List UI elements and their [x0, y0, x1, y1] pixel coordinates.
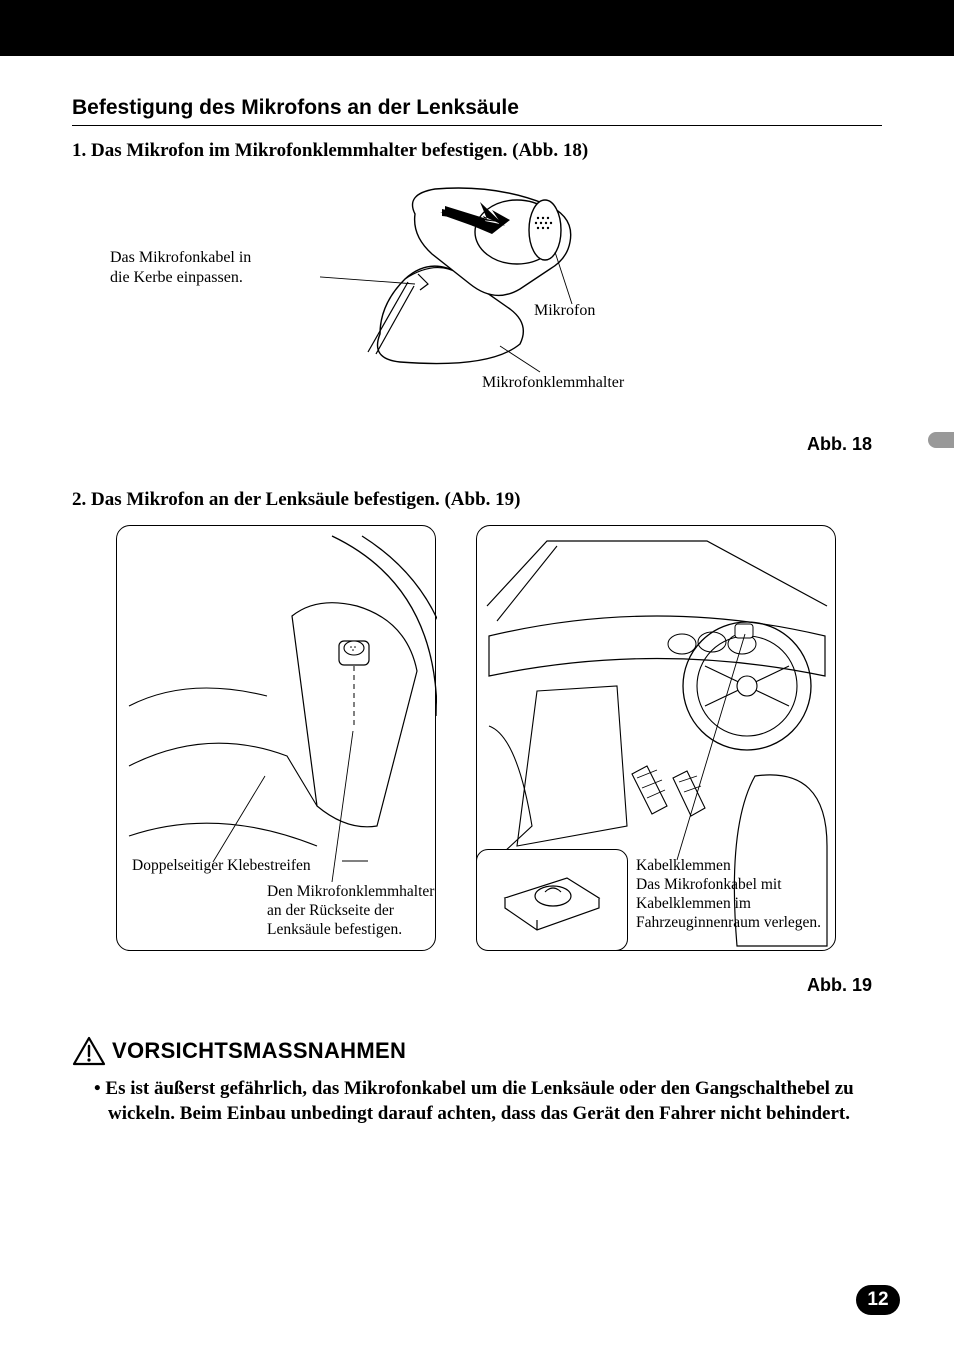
section-title: Befestigung des Mikrofons an der Lenksäu… [72, 96, 882, 126]
content-area: Befestigung des Mikrofons an der Lenksäu… [0, 56, 954, 1126]
warning-heading: VORSICHTSMASSNAHMEN [72, 1036, 882, 1066]
step-1: 1. Das Mikrofon im Mikrofonklemmhalter b… [72, 140, 882, 162]
fig18-caption: Abb. 18 [72, 434, 872, 455]
fig19-leaders [116, 525, 836, 951]
warning-icon [72, 1036, 106, 1066]
fig18-label-cable: Das Mikrofonkabel in die Kerbe einpassen… [110, 248, 251, 288]
header-black-bar [0, 0, 954, 56]
page: Befestigung des Mikrofons an der Lenksäu… [0, 0, 954, 1355]
warning-title: VORSICHTSMASSNAHMEN [112, 1038, 406, 1064]
side-tab [928, 432, 954, 448]
fig19-caption: Abb. 19 [72, 975, 872, 996]
step-2: 2. Das Mikrofon an der Lenksäule befesti… [72, 489, 882, 511]
fig18-illustration [320, 174, 610, 374]
fig18-label-microphone: Mikrofon [534, 302, 595, 320]
warning-body: • Es ist äußerst gefährlich, das Mikrofo… [72, 1076, 882, 1126]
fig18-label-cable-l1: Das Mikrofonkabel in [110, 249, 251, 266]
figure-18: Das Mikrofonkabel in die Kerbe einpassen… [72, 174, 882, 414]
fig18-label-holder: Mikrofonklemmhalter [482, 374, 624, 392]
figure-19: Doppelseitiger Klebestreifen Den Mikrofo… [72, 525, 882, 965]
fig18-label-cable-l2: die Kerbe einpassen. [110, 269, 243, 286]
page-number: 12 [856, 1285, 900, 1315]
